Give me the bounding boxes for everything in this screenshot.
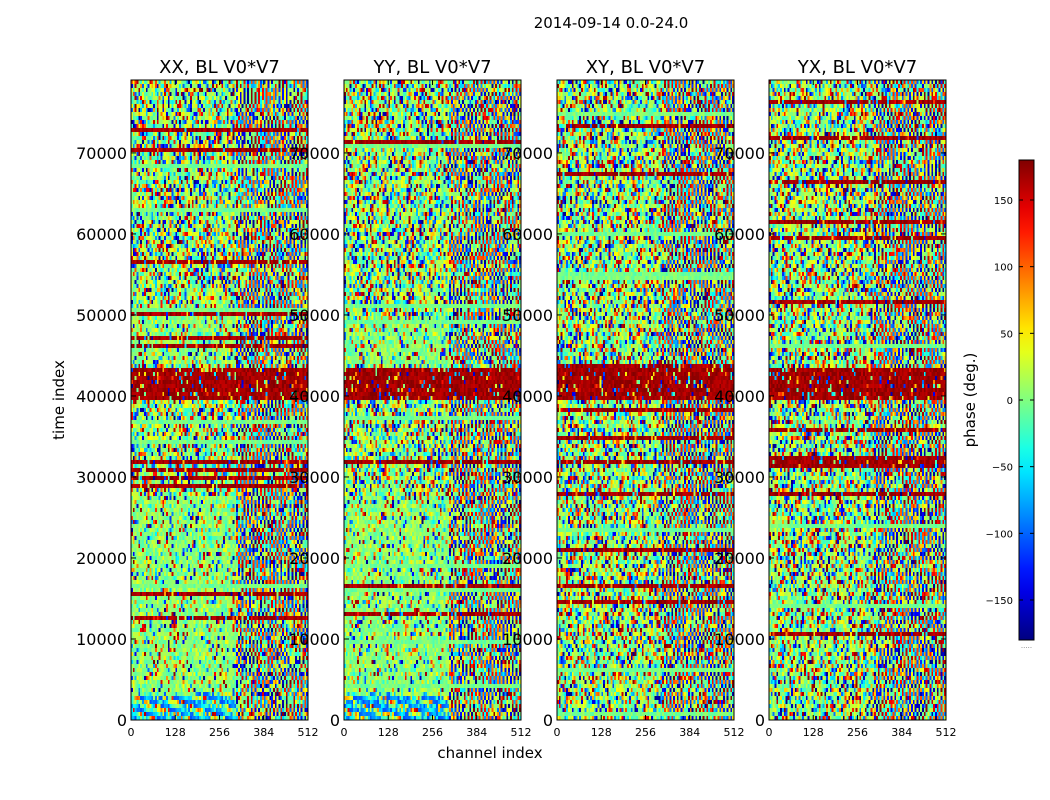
colorbar-tick-label: 0	[1007, 396, 1013, 407]
y-tick-label: 50000	[76, 306, 127, 325]
y-tick-label: 70000	[502, 144, 553, 163]
y-tick-label: 10000	[76, 630, 127, 649]
panel-yy: YY, BL V0*V7 0 128 256 384 512 0 10000 20000 3000…	[289, 57, 531, 739]
y-tick-label: 10000	[289, 630, 340, 649]
y-tick-label: 0	[543, 711, 553, 730]
x-axis-label: channel index	[437, 744, 542, 762]
x-tick-label: 128	[378, 726, 399, 739]
y-tick-label: 40000	[289, 387, 340, 406]
x-tick-label: 384	[466, 726, 487, 739]
x-tick-label: 512	[724, 726, 745, 739]
y-tick-label: 30000	[289, 468, 340, 487]
x-tick-label: 384	[679, 726, 700, 739]
colorbar-tick-label: −150	[986, 596, 1013, 607]
y-tick-label: 0	[117, 711, 127, 730]
x-tick-label: 0	[766, 726, 773, 739]
x-tick-label: 512	[936, 726, 957, 739]
x-tick-label: 128	[803, 726, 824, 739]
colorbar-tick-label: 150	[994, 196, 1013, 207]
x-tick-label: 384	[891, 726, 912, 739]
x-tick-label: 384	[253, 726, 274, 739]
x-tick-label: 0	[128, 726, 135, 739]
y-tick-label: 30000	[502, 468, 553, 487]
heatmap-image	[131, 80, 308, 720]
colorbar-extra-label: .....	[1021, 642, 1032, 650]
y-tick-label: 20000	[502, 549, 553, 568]
panel-title: YX, BL V0*V7	[797, 57, 917, 78]
y-tick-label: 40000	[502, 387, 553, 406]
y-tick-label: 30000	[76, 468, 127, 487]
colorbar-label: phase (deg.)	[961, 353, 979, 448]
panel-xx: XX, BL V0*V7 0 128 256 384 512 0 10000 20000 3000…	[76, 57, 318, 739]
y-tick-label: 20000	[76, 549, 127, 568]
y-tick-label: 50000	[714, 306, 765, 325]
x-tick-label: 512	[298, 726, 319, 739]
x-tick-label: 128	[591, 726, 612, 739]
x-tick-label: 512	[511, 726, 532, 739]
y-tick-label: 10000	[714, 630, 765, 649]
heatmap-image	[344, 80, 521, 720]
y-tick-label: 70000	[714, 144, 765, 163]
colorbar-tick-label: −50	[992, 463, 1013, 474]
y-tick-label: 40000	[714, 387, 765, 406]
y-tick-label: 50000	[289, 306, 340, 325]
y-tick-label: 70000	[76, 144, 127, 163]
x-tick-label: 0	[554, 726, 561, 739]
y-tick-label: 50000	[502, 306, 553, 325]
panel-xy: XY, BL V0*V7 0 128 256 384 512 0 10000 20000 3000…	[502, 57, 744, 739]
figure-title: 2014-09-14 0.0-24.0	[534, 14, 689, 32]
panel-title: XY, BL V0*V7	[586, 57, 705, 78]
heatmap-image	[769, 80, 946, 720]
y-axis-label: time index	[50, 360, 68, 440]
panels-group: XX, BL V0*V7 0 128 256 384 512 0 10000 20000 3000…	[76, 57, 956, 739]
y-tick-label: 40000	[76, 387, 127, 406]
panel-yx: YX, BL V0*V7 0 128 256 384 512 0 10000 20000 3000…	[714, 57, 956, 739]
y-tick-label: 60000	[76, 225, 127, 244]
heatmap-image	[557, 80, 734, 720]
colorbar-tick-label: 50	[1000, 329, 1013, 340]
y-tick-label: 60000	[289, 225, 340, 244]
x-tick-label: 256	[635, 726, 656, 739]
y-tick-label: 60000	[502, 225, 553, 244]
y-tick-label: 0	[755, 711, 765, 730]
x-tick-label: 256	[847, 726, 868, 739]
panel-title: YY, BL V0*V7	[372, 57, 491, 78]
y-tick-label: 20000	[714, 549, 765, 568]
y-tick-label: 30000	[714, 468, 765, 487]
x-tick-label: 0	[341, 726, 348, 739]
x-tick-label: 256	[422, 726, 443, 739]
colorbar-tick-label: −100	[986, 529, 1013, 540]
colorbar: −150 −100 −50 0 50 100 150..... phase (deg.)	[961, 159, 1035, 650]
x-tick-label: 128	[165, 726, 186, 739]
panel-title: XX, BL V0*V7	[159, 57, 280, 78]
y-tick-label: 70000	[289, 144, 340, 163]
x-tick-label: 256	[209, 726, 230, 739]
y-tick-label: 60000	[714, 225, 765, 244]
y-tick-label: 20000	[289, 549, 340, 568]
colorbar-tick-label: 100	[994, 263, 1013, 274]
y-tick-label: 0	[330, 711, 340, 730]
y-tick-label: 10000	[502, 630, 553, 649]
